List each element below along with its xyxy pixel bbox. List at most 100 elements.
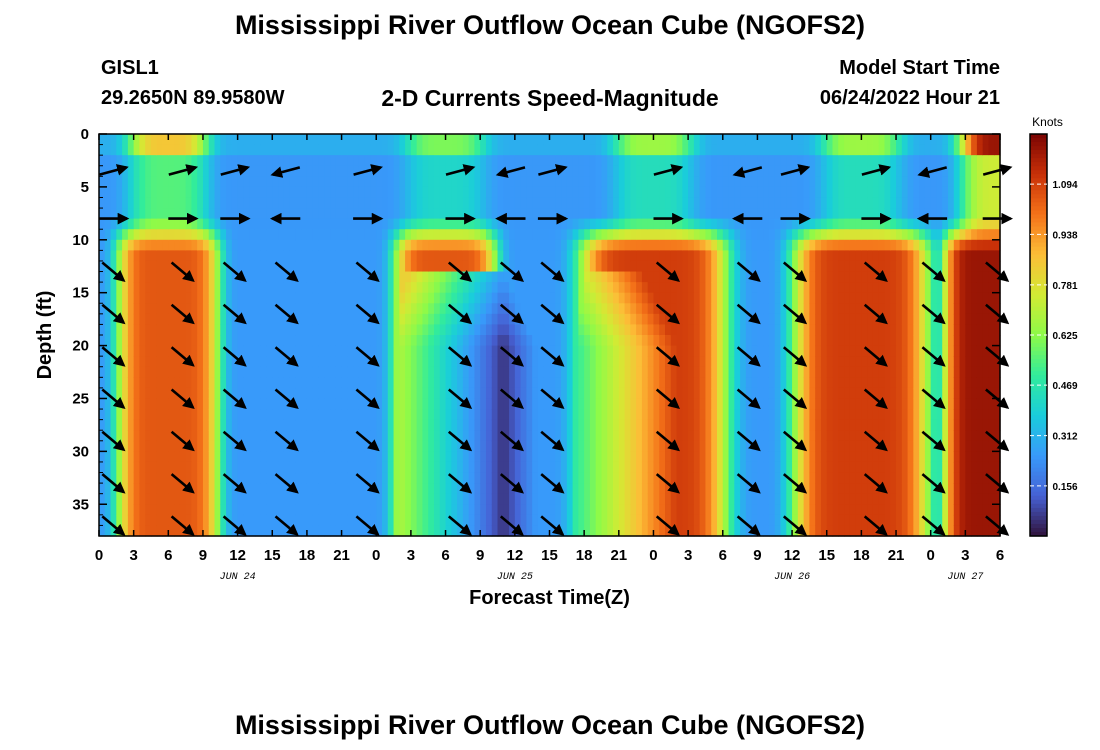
heatmap-cell	[249, 409, 256, 421]
heatmap-cell	[439, 440, 447, 452]
heatmap-cell	[243, 409, 250, 421]
heatmap-cell	[693, 451, 701, 463]
heatmap-cell	[150, 366, 158, 378]
heatmap-cell	[659, 483, 666, 495]
heatmap-cell	[509, 197, 516, 209]
heatmap-cell	[809, 345, 816, 357]
heatmap-cell	[613, 419, 620, 431]
heatmap-cell	[249, 250, 256, 262]
heatmap-cell	[693, 197, 701, 209]
heatmap-cell	[745, 324, 753, 336]
heatmap-cell	[179, 250, 187, 262]
heatmap-cell	[803, 324, 811, 336]
heatmap-cell	[162, 377, 169, 389]
heatmap-cell	[572, 430, 579, 442]
heatmap-cell	[653, 472, 660, 484]
heatmap-cell	[838, 313, 845, 326]
heatmap-cell	[347, 239, 354, 251]
heatmap-cell	[231, 229, 239, 241]
heatmap-cell	[202, 504, 210, 516]
heatmap-cell	[578, 440, 585, 452]
heatmap-cell	[312, 440, 320, 452]
heatmap-cell	[792, 387, 799, 400]
heatmap-cell	[809, 208, 816, 220]
heatmap-cell	[324, 440, 331, 452]
heatmap-cell	[589, 218, 597, 230]
heatmap-cell	[774, 271, 782, 283]
heatmap-cell	[353, 313, 360, 326]
heatmap-cell	[289, 335, 296, 347]
heatmap-cell	[566, 345, 574, 357]
heatmap-cell	[716, 409, 724, 421]
heatmap-cell	[104, 525, 112, 537]
chart-title: Mississippi River Outflow Ocean Cube (NG…	[234, 10, 866, 40]
heatmap-cell	[693, 229, 701, 241]
heatmap-cell	[451, 377, 458, 389]
heatmap-cell	[468, 387, 476, 400]
heatmap-cell	[711, 483, 718, 495]
heatmap-cell	[566, 483, 574, 495]
heatmap-cell	[653, 419, 660, 431]
heatmap-cell	[382, 144, 389, 156]
heatmap-cell	[197, 430, 204, 442]
heatmap-cell	[641, 324, 649, 336]
heatmap-cell	[734, 483, 741, 495]
heatmap-cell	[318, 208, 325, 220]
heatmap-cell	[653, 250, 660, 262]
heatmap-cell	[433, 483, 441, 495]
heatmap-cell	[832, 440, 839, 452]
heatmap-cell	[387, 176, 395, 188]
heatmap-cell	[716, 430, 724, 442]
heatmap-cell	[838, 514, 845, 527]
heatmap-cell	[422, 525, 429, 537]
heatmap-cell	[127, 176, 135, 188]
heatmap-cell	[485, 197, 493, 209]
heatmap-cell	[636, 218, 643, 230]
heatmap-cell	[237, 282, 244, 294]
heatmap-cell	[335, 419, 343, 431]
heatmap-cell	[439, 155, 447, 167]
heatmap-cell	[699, 430, 707, 442]
heatmap-cell	[127, 440, 135, 452]
heatmap-cell	[312, 134, 320, 146]
heatmap-cell	[457, 451, 464, 463]
heatmap-cell	[561, 514, 568, 527]
heatmap-cell	[324, 239, 331, 251]
heatmap-cell	[301, 366, 308, 378]
heatmap-cell	[641, 377, 649, 389]
heatmap-cell	[838, 356, 845, 368]
heatmap-cell	[855, 197, 862, 209]
heatmap-cell	[462, 377, 470, 389]
heatmap-cell	[503, 271, 510, 283]
heatmap-cell	[607, 525, 614, 537]
heatmap-cell	[595, 144, 603, 156]
heatmap-cell	[815, 440, 822, 452]
heatmap-cell	[537, 514, 545, 527]
heatmap-cell	[445, 229, 452, 241]
heatmap-cell	[578, 366, 585, 378]
heatmap-cell	[393, 345, 400, 357]
heatmap-cell	[133, 239, 141, 251]
heatmap-cell	[595, 377, 603, 389]
heatmap-cell	[745, 335, 753, 347]
heatmap-cell	[641, 345, 649, 357]
heatmap-cell	[751, 514, 759, 527]
heatmap-cell	[728, 493, 735, 505]
heatmap-cell	[832, 144, 839, 156]
heatmap-cell	[815, 186, 822, 199]
heatmap-cell	[728, 260, 735, 273]
heatmap-cell	[335, 271, 343, 283]
heatmap-cell	[722, 440, 730, 452]
heatmap-cell	[682, 324, 689, 336]
heatmap-cell	[566, 208, 574, 220]
heatmap-cell	[260, 525, 268, 537]
heatmap-cell	[439, 282, 447, 294]
heatmap-cell	[416, 525, 424, 537]
heatmap-cell	[526, 218, 533, 230]
heatmap-cell	[468, 335, 476, 347]
heatmap-cell	[722, 419, 730, 431]
heatmap-cell	[457, 229, 464, 241]
heatmap-cell	[208, 239, 216, 251]
heatmap-cell	[306, 440, 314, 452]
heatmap-cell	[370, 366, 377, 378]
